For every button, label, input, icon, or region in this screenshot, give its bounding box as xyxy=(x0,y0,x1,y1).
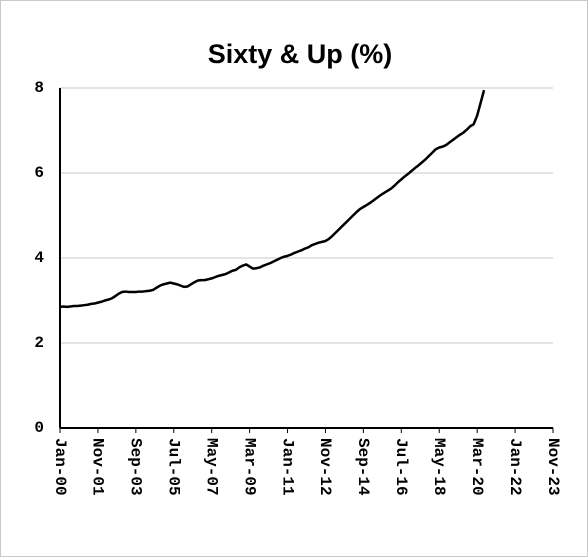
x-tick-label: Mar-20 xyxy=(468,438,486,496)
x-tick-label: Nov-12 xyxy=(316,438,334,496)
x-tick-label: Jul-16 xyxy=(392,438,410,496)
x-tick-label: Sep-14 xyxy=(354,438,372,496)
y-tick-label: 8 xyxy=(34,79,44,97)
y-tick-label: 4 xyxy=(34,249,44,267)
x-tick-label: May-18 xyxy=(430,438,448,496)
y-tick-label: 6 xyxy=(34,164,44,182)
chart-title: Sixty & Up (%) xyxy=(208,39,393,69)
x-tick-label: May-07 xyxy=(202,438,220,496)
y-tick-label: 0 xyxy=(34,419,44,437)
x-tick-label: Jul-05 xyxy=(165,438,183,496)
x-tick-label: Jan-00 xyxy=(51,438,69,496)
x-tick-label: Nov-01 xyxy=(89,438,107,496)
x-tick-label: Jan-11 xyxy=(278,438,296,496)
x-tick-label: Sep-03 xyxy=(127,438,145,496)
x-tick-label: Jan-22 xyxy=(506,438,524,496)
x-tick-label: Nov-23 xyxy=(544,438,562,496)
data-line xyxy=(59,89,486,309)
y-tick-label: 2 xyxy=(34,334,44,352)
x-tick-label: Mar-09 xyxy=(240,438,258,496)
